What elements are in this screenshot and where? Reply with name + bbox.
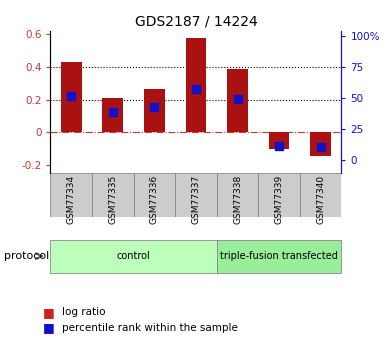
Text: ■: ■ (43, 321, 54, 334)
Text: protocol: protocol (4, 251, 49, 261)
Text: GSM77340: GSM77340 (316, 175, 325, 224)
Bar (102, 98, 123, 132)
Text: log ratio: log ratio (62, 307, 106, 317)
Bar (268, 132, 289, 148)
Text: GSM77334: GSM77334 (67, 175, 76, 224)
Bar (175, 173, 217, 217)
Text: GSM77338: GSM77338 (233, 175, 242, 225)
Text: GSM77339: GSM77339 (275, 175, 284, 225)
Bar (300, 173, 341, 217)
Bar (310, 132, 331, 156)
Point (68, 93, 74, 98)
Bar (227, 69, 248, 132)
Point (110, 110, 116, 115)
Bar (258, 173, 300, 217)
Text: GSM77335: GSM77335 (108, 175, 117, 225)
Title: GDS2187 / 14224: GDS2187 / 14224 (135, 14, 257, 29)
Text: ■: ■ (43, 306, 54, 319)
Bar (61, 62, 81, 132)
Bar (133, 173, 175, 217)
Point (151, 105, 158, 110)
Text: control: control (117, 251, 151, 261)
Point (234, 97, 241, 102)
Text: triple-fusion transfected: triple-fusion transfected (220, 251, 338, 261)
Point (317, 144, 324, 150)
Text: percentile rank within the sample: percentile rank within the sample (62, 323, 238, 333)
Point (193, 86, 199, 91)
Bar (50, 173, 92, 217)
Bar (185, 38, 206, 132)
Bar (144, 89, 165, 132)
Point (276, 143, 282, 149)
Text: GSM77337: GSM77337 (191, 175, 201, 225)
Bar (217, 173, 258, 217)
Text: GSM77336: GSM77336 (150, 175, 159, 225)
Bar (92, 173, 133, 217)
